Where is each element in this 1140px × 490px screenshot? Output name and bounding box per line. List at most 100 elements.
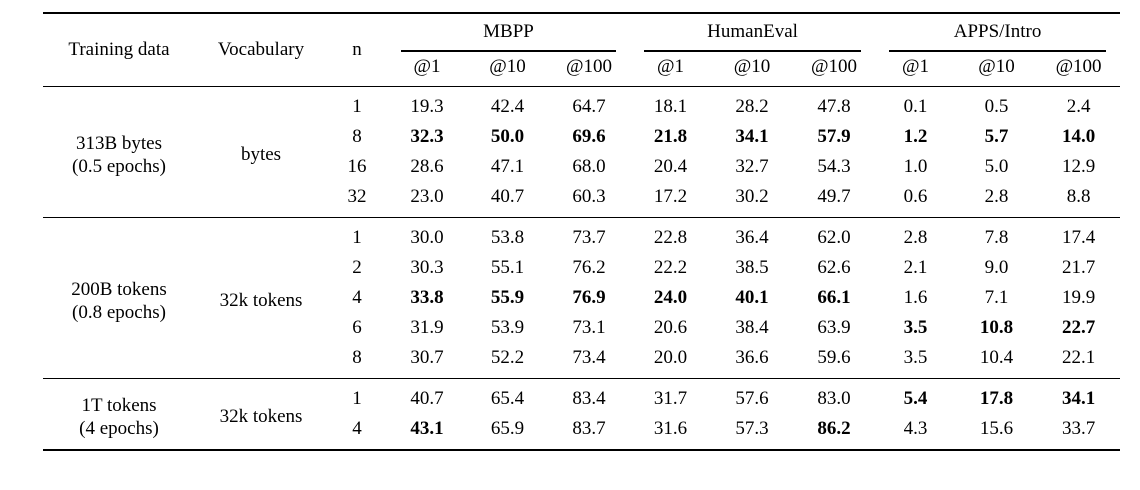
value-cell: 73.4 [572, 347, 606, 368]
value-cell: 49.7 [817, 186, 851, 207]
table-row: 313B bytes (0.5 epochs) bytes 1 19.3 42.4 64.7… [43, 86, 1121, 218]
value-cell: 31.6 [653, 418, 688, 439]
value-cell: 0.1 [875, 86, 957, 122]
value-cell: 33.7 [1061, 418, 1096, 439]
value-cell: 19.3 [387, 86, 467, 122]
value-cell: 17.2 [653, 186, 688, 207]
table-row: 8 32.3 50.0 69.6 21.8 34.1 57.9 1.2 5.7 14.0 [43, 122, 1120, 152]
value-cell: 7.1 [984, 287, 1009, 308]
value-cell: 22.2 [653, 257, 688, 278]
value-cell: 9.0 [984, 257, 1009, 278]
vocabulary-cell: bytes [195, 86, 327, 218]
value-cell: 52.2 [490, 347, 525, 368]
n-cell: 1 [327, 217, 387, 253]
col-header-vocabulary: Vocabulary [195, 13, 327, 87]
value-cell: 76.2 [572, 257, 606, 278]
value-cell: 18.1 [630, 86, 712, 122]
value-cell: 22.1 [1061, 347, 1096, 368]
col-header-training-data: Training data [43, 13, 195, 87]
value-cell: 22.7 [1061, 317, 1096, 338]
value-cell: 30.2 [735, 186, 769, 207]
value-cell: 3.5 [903, 317, 928, 338]
value-cell: 2.1 [903, 257, 928, 278]
table-row: 200B tokens (0.8 epochs) 32k tokens 1 30.0 53… [43, 217, 1121, 379]
value-cell: 0.5 [956, 86, 1038, 122]
value-cell: 2.8 [875, 217, 957, 253]
value-cell: 63.9 [817, 317, 851, 338]
subheader-mbpp-at10: @10 [467, 52, 548, 87]
group-header-humaneval: HumanEval [630, 13, 875, 52]
value-cell: 7.8 [956, 217, 1038, 253]
value-cell: 0.6 [903, 186, 928, 207]
value-cell: 23.0 [410, 186, 444, 207]
table-row: 6 31.9 53.9 73.1 20.6 38.4 63.9 3.5 10.8 22.7 [43, 313, 1120, 343]
value-cell: 24.0 [653, 287, 688, 308]
value-cell: 36.4 [711, 217, 794, 253]
value-cell: 73.7 [548, 217, 631, 253]
table-header: Training data Vocabulary n MBPP HumanEva… [43, 13, 1121, 87]
table-body: 313B bytes (0.5 epochs) bytes 1 19.3 42.4 64.7… [43, 86, 1121, 450]
subheader-apps-at100: @100 [1037, 52, 1121, 87]
training-data-line2: (0.5 epochs) [72, 155, 166, 177]
value-cell: 60.3 [572, 186, 606, 207]
vocabulary-cell: 32k tokens [195, 378, 327, 450]
value-cell: 64.7 [548, 86, 631, 122]
training-data-cell: 313B bytes (0.5 epochs) [43, 86, 195, 218]
group-header-mbpp: MBPP [387, 13, 630, 52]
subheader-mbpp-at1: @1 [387, 52, 467, 87]
value-cell: 32.7 [735, 156, 769, 177]
table-row: 4 33.8 55.9 76.9 24.0 40.1 66.1 1.6 7.1 19.9 [43, 283, 1120, 313]
n-cell: 2 [352, 257, 362, 278]
table-row: 32 23.0 40.7 60.3 17.2 30.2 49.7 0.6 2.8 8.8 [43, 182, 1120, 218]
value-cell: 19.9 [1061, 287, 1096, 308]
value-cell: 40.7 [490, 186, 525, 207]
header-row-passat: @1 @10 @100 @1 @10 @100 @1 @10 @100 [43, 52, 1121, 87]
value-cell: 38.5 [735, 257, 769, 278]
value-cell: 21.7 [1061, 257, 1096, 278]
value-cell: 31.9 [410, 317, 444, 338]
subheader-humaneval-at100: @100 [793, 52, 876, 87]
training-data-cell: 1T tokens (4 epochs) [43, 378, 195, 450]
value-cell: 1.2 [903, 126, 928, 147]
value-cell: 68.0 [572, 156, 606, 177]
value-cell: 17.4 [1037, 217, 1121, 253]
value-cell: 83.7 [572, 418, 606, 439]
n-cell: 16 [347, 156, 367, 177]
value-cell: 86.2 [817, 418, 851, 439]
value-cell: 34.1 [735, 126, 769, 147]
value-cell: 55.9 [490, 287, 525, 308]
value-cell: 10.8 [979, 317, 1014, 338]
value-cell: 53.9 [490, 317, 525, 338]
value-cell: 76.9 [572, 287, 606, 308]
value-cell: 5.4 [875, 378, 957, 414]
value-cell: 34.1 [1037, 378, 1121, 414]
n-cell: 4 [352, 418, 362, 439]
value-cell: 62.0 [793, 217, 876, 253]
value-cell: 21.8 [653, 126, 688, 147]
value-cell: 54.3 [817, 156, 851, 177]
value-cell: 3.5 [903, 347, 928, 368]
value-cell: 28.2 [711, 86, 794, 122]
value-cell: 4.3 [903, 418, 928, 439]
table-row: 2 30.3 55.1 76.2 22.2 38.5 62.6 2.1 9.0 21.7 [43, 253, 1120, 283]
value-cell: 17.8 [956, 378, 1038, 414]
value-cell: 20.6 [653, 317, 688, 338]
header-row-groups: Training data Vocabulary n MBPP HumanEva… [43, 13, 1120, 87]
training-data-line2: (0.8 epochs) [72, 301, 166, 323]
value-cell: 62.6 [817, 257, 851, 278]
col-header-n: n [327, 13, 387, 87]
subheader-apps-at10: @10 [956, 52, 1038, 87]
table-row: 8 30.7 52.2 73.4 20.0 36.6 59.6 3.5 10.4 22.1 [43, 343, 1120, 379]
value-cell: 31.7 [630, 378, 712, 414]
value-cell: 50.0 [490, 126, 525, 147]
value-cell: 83.0 [793, 378, 876, 414]
value-cell: 38.4 [735, 317, 769, 338]
value-cell: 33.8 [410, 287, 444, 308]
value-cell: 32.3 [410, 126, 444, 147]
n-cell: 8 [352, 347, 362, 368]
value-cell: 36.6 [735, 347, 769, 368]
value-cell: 65.4 [467, 378, 548, 414]
subheader-apps-at1: @1 [875, 52, 957, 87]
value-cell: 47.1 [490, 156, 525, 177]
